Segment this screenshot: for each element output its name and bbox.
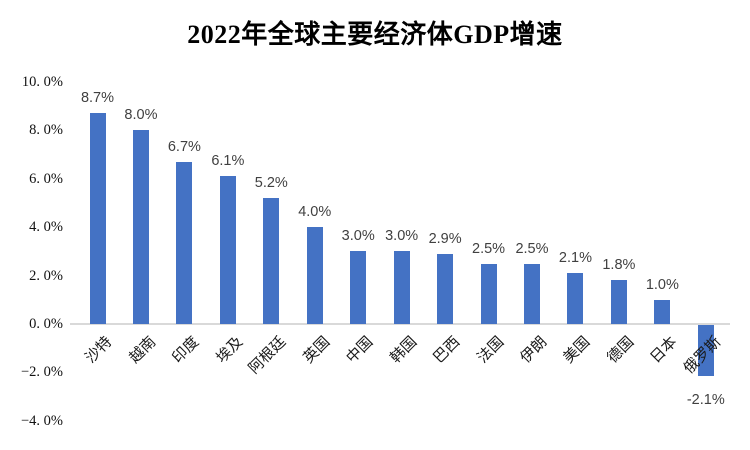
y-axis-tick-label: 4. 0% bbox=[29, 219, 63, 236]
bar bbox=[350, 251, 367, 324]
value-label: 2.1% bbox=[558, 250, 592, 267]
bar bbox=[219, 176, 236, 324]
value-label: 5.2% bbox=[254, 175, 288, 192]
bar bbox=[176, 161, 193, 324]
bar bbox=[306, 227, 323, 324]
category-label: 埃及 bbox=[212, 333, 247, 367]
y-axis-tick-label: 0. 0% bbox=[29, 316, 63, 332]
bar bbox=[263, 198, 280, 324]
value-label: 3.0% bbox=[385, 228, 419, 245]
category-label: 法国 bbox=[473, 333, 507, 367]
value-label: -2.1% bbox=[686, 391, 725, 408]
y-axis-tick-label: −4. 0% bbox=[20, 412, 63, 429]
chart-title: 2022年全球主要经济体GDP增速 bbox=[187, 20, 563, 49]
bar bbox=[524, 263, 540, 324]
bar bbox=[610, 280, 627, 324]
bar bbox=[567, 273, 584, 324]
bar bbox=[393, 251, 410, 324]
category-label: 英国 bbox=[299, 333, 334, 367]
bar bbox=[89, 113, 106, 324]
category-label: 中国 bbox=[343, 333, 377, 367]
x-axis-line bbox=[70, 323, 730, 325]
y-axis-tick-label: 10. 0% bbox=[21, 74, 63, 90]
bar bbox=[437, 253, 454, 324]
category-label: 印度 bbox=[169, 333, 203, 367]
category-label: 巴西 bbox=[430, 333, 464, 367]
value-label: 1.0% bbox=[645, 276, 679, 293]
category-label: 伊朗 bbox=[517, 333, 551, 367]
value-label: 3.0% bbox=[341, 228, 375, 245]
y-axis-tick-label: 8. 0% bbox=[29, 122, 63, 139]
bar bbox=[654, 299, 671, 324]
value-label: 4.0% bbox=[298, 204, 332, 221]
y-axis-tick-label: −2. 0% bbox=[20, 364, 63, 381]
category-label: 阿根廷 bbox=[245, 333, 290, 378]
value-label: 6.1% bbox=[211, 153, 245, 170]
value-label: 8.7% bbox=[80, 90, 115, 107]
category-label: 德国 bbox=[603, 333, 638, 367]
category-label: 日本 bbox=[647, 333, 681, 367]
category-label: 沙特 bbox=[82, 333, 116, 367]
category-label: 美国 bbox=[560, 333, 594, 367]
category-label: 越南 bbox=[126, 333, 160, 367]
bar bbox=[480, 263, 497, 324]
value-label: 1.8% bbox=[602, 257, 636, 274]
value-label: 2.9% bbox=[428, 230, 462, 247]
y-axis-tick-label: 2. 0% bbox=[29, 267, 63, 284]
bar bbox=[132, 130, 149, 324]
y-axis-tick-label: 6. 0% bbox=[29, 170, 63, 187]
category-label: 韩国 bbox=[386, 333, 420, 367]
value-label: 2.5% bbox=[472, 240, 506, 257]
bar bbox=[697, 325, 714, 376]
value-label: 8.0% bbox=[124, 107, 158, 124]
value-label: 2.5% bbox=[515, 240, 549, 257]
value-label: 6.7% bbox=[167, 138, 201, 155]
